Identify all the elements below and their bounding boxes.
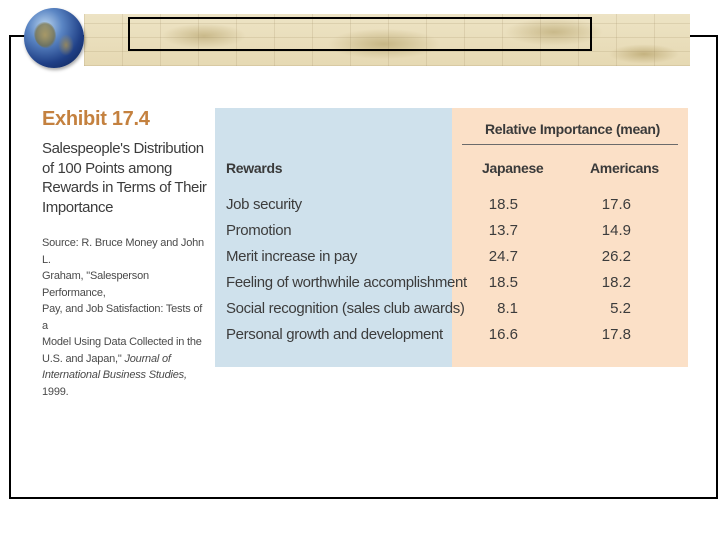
americans-value: 17.6 — [601, 196, 631, 213]
exhibit-subtitle: Salespeople's Distribution of 100 Points… — [42, 139, 207, 217]
japanese-value: 18.5 — [488, 196, 518, 213]
japanese-value: 18.5 — [488, 274, 518, 291]
subtitle-line: of 100 Points among — [42, 159, 172, 177]
exhibit-source: Source: R. Bruce Money and John L. Graha… — [42, 235, 207, 400]
reward-label: Feeling of worthwhile accomplishment — [226, 274, 467, 291]
source-line: Pay, and Job Satisfaction: Tests of a — [42, 303, 203, 332]
reward-label: Social recognition (sales club awards) — [226, 300, 465, 317]
group-header: Relative Importance (mean) — [485, 121, 661, 137]
globe-icon — [24, 8, 84, 68]
source-line: Model Using Data Collected in the — [42, 336, 202, 348]
americans-value: 14.9 — [601, 222, 631, 239]
subtitle-line: Importance — [42, 198, 114, 216]
journal-prefix: Journal of — [124, 352, 171, 365]
journal-name: International Business Studies, — [42, 369, 187, 381]
reward-label: Personal growth and development — [226, 326, 443, 343]
americans-value: 18.2 — [601, 274, 631, 291]
table-row: Social recognition (sales club awards) 8… — [215, 300, 688, 326]
source-line: Source: R. Bruce Money and John L. — [42, 237, 204, 266]
americans-value: 17.8 — [601, 326, 631, 343]
japanese-value: 24.7 — [488, 248, 518, 265]
slide-frame — [9, 36, 718, 499]
table-row: Feeling of worthwhile accomplishment 18.… — [215, 274, 688, 300]
table-row: Promotion 13.7 14.9 — [215, 222, 688, 248]
source-line-text: U.S. and Japan," — [42, 352, 122, 365]
source-line: U.S. and Japan," Journal of — [42, 351, 207, 368]
reward-label: Job security — [226, 196, 302, 213]
frame-border — [690, 35, 718, 37]
rewards-table: Relative Importance (mean) Rewards Japan… — [215, 108, 688, 367]
subtitle-line: Salespeople's Distribution — [42, 140, 204, 157]
column-header-japanese: Japanese — [482, 160, 544, 176]
slide-title-box — [128, 17, 592, 51]
japanese-value: 13.7 — [488, 222, 518, 239]
table-row: Job security 18.5 17.6 — [215, 196, 688, 222]
source-year: 1999. — [42, 385, 69, 398]
americans-value: 26.2 — [601, 248, 631, 265]
table-row: Merit increase in pay 24.7 26.2 — [215, 248, 688, 274]
reward-label: Promotion — [226, 222, 292, 239]
source-line: Graham, "Salesperson Performance, — [42, 270, 149, 299]
americans-value: 5.2 — [610, 300, 631, 317]
japanese-value: 8.1 — [497, 300, 518, 317]
subtitle-line: Rewards in Terms of Their — [42, 179, 207, 196]
source-line: International Business Studies, 1999. — [42, 367, 207, 400]
table-row: Personal growth and development 16.6 17.… — [215, 326, 688, 352]
exhibit-title: Exhibit 17.4 — [42, 108, 150, 130]
group-header-rule — [462, 144, 678, 145]
column-header-rewards: Rewards — [226, 160, 283, 176]
reward-label: Merit increase in pay — [226, 248, 358, 265]
world-map-banner — [84, 14, 690, 66]
column-header-americans: Americans — [590, 160, 659, 176]
japanese-value: 16.6 — [488, 326, 518, 343]
rewards-column-bg — [215, 108, 452, 367]
values-column-bg — [452, 108, 688, 367]
exhibit-caption: Exhibit 17.4 Salespeople's Distribution … — [42, 108, 207, 400]
